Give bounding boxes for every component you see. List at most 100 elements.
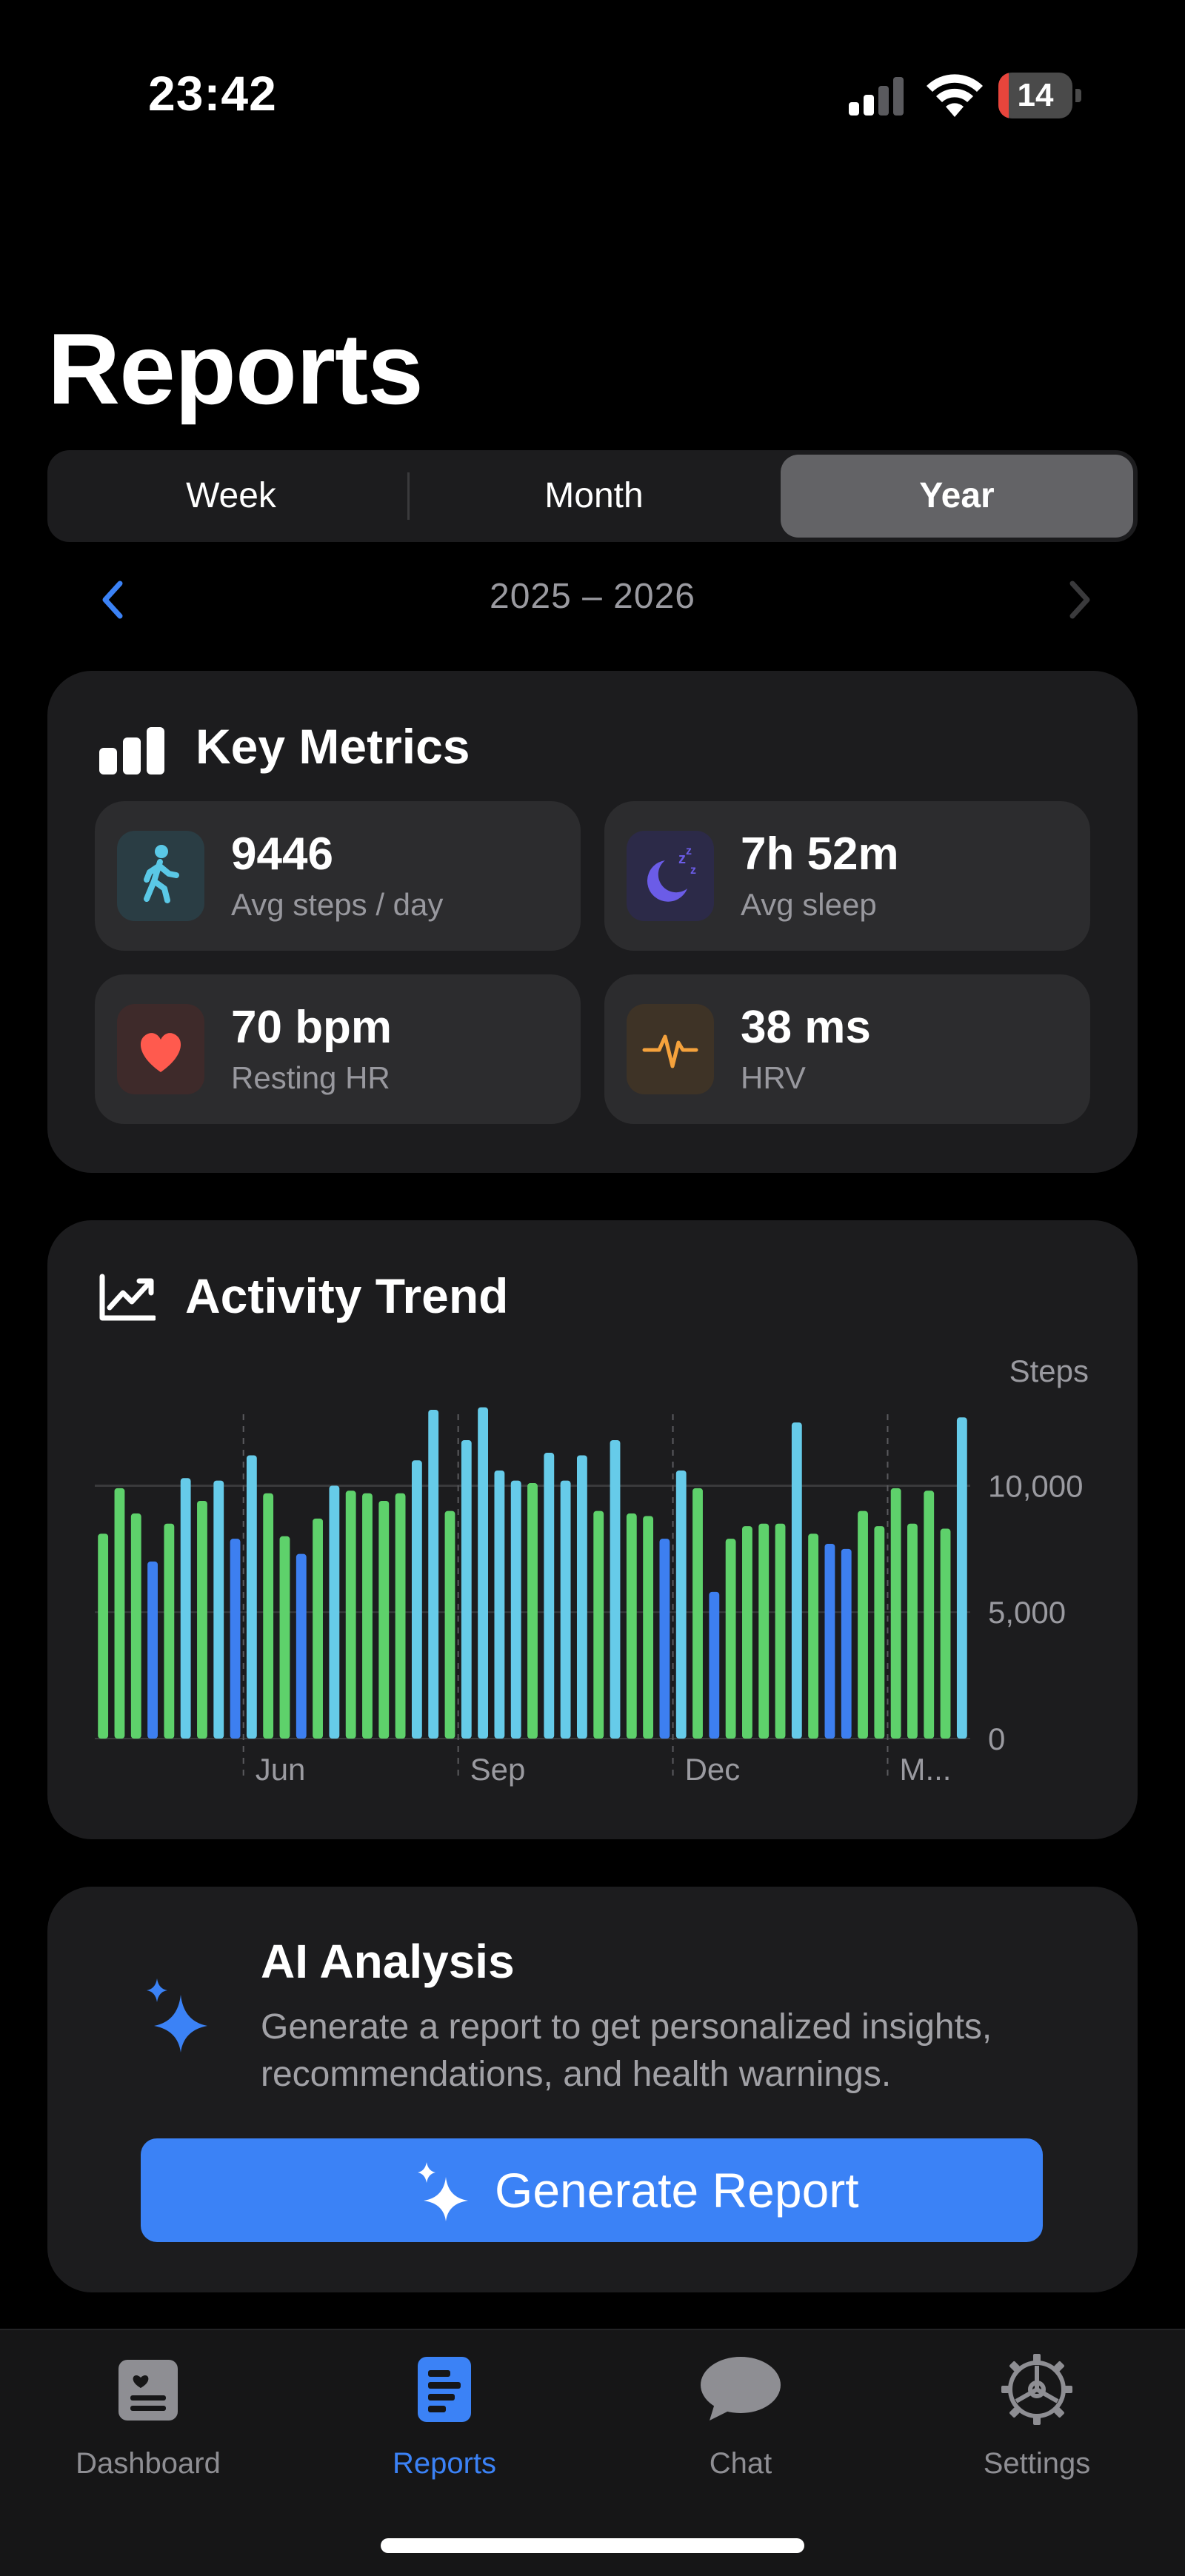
status-time: 23:42 — [148, 66, 277, 121]
ai-analysis-card: AI Analysis Generate a report to get per… — [47, 1887, 1138, 2292]
segment-month[interactable]: Month — [544, 476, 644, 515]
segment-year[interactable]: Year — [781, 455, 1133, 538]
segment-divider — [407, 472, 410, 520]
chat-bubble-icon — [701, 2357, 781, 2421]
key-metrics-title: Key Metrics — [196, 719, 470, 774]
chart-bar — [610, 1439, 621, 1739]
chart-bar — [742, 1526, 752, 1739]
chart-bar — [313, 1518, 323, 1739]
period-segmented-control: Week Month Year — [47, 450, 1138, 542]
ai-analysis-title: AI Analysis — [261, 1935, 515, 1988]
chart-bar — [626, 1513, 637, 1739]
chart-bar — [907, 1523, 918, 1739]
metric-label: Avg steps / day — [231, 887, 444, 922]
metric-label: HRV — [741, 1060, 806, 1095]
chart-bar — [395, 1493, 406, 1739]
chart-bar — [230, 1539, 241, 1739]
chart-bar — [329, 1485, 340, 1739]
generate-report-label: Generate Report — [495, 2163, 859, 2218]
chart-bar — [560, 1480, 571, 1739]
metric-hrv[interactable]: 38 ms HRV — [604, 974, 1090, 1124]
x-tick-label: Jun — [256, 1752, 306, 1787]
chart-bar — [130, 1513, 141, 1739]
metric-value: 7h 52m — [741, 829, 899, 880]
battery-level-fill — [998, 73, 1009, 118]
y-tick-label: 0 — [988, 1722, 1005, 1756]
settings-gear-icon — [1001, 2354, 1072, 2425]
chart-bar — [593, 1511, 604, 1739]
metric-label: Avg sleep — [741, 887, 877, 922]
wifi-icon — [927, 74, 983, 117]
chart-bar — [808, 1533, 819, 1739]
previous-period-chevron-icon[interactable] — [84, 570, 144, 629]
x-tick-label: Dec — [685, 1752, 741, 1787]
metric-label: Resting HR — [231, 1060, 390, 1095]
tab-label: Reports — [392, 2447, 497, 2480]
chart-bar — [940, 1528, 951, 1739]
status-bar: 23:42 14 — [0, 0, 1185, 193]
chart-bar — [345, 1491, 356, 1739]
generate-report-button[interactable]: Generate Report — [141, 2138, 1043, 2242]
chart-bar — [709, 1591, 720, 1739]
chart-bar — [675, 1470, 687, 1739]
sparkles-icon — [418, 2162, 468, 2221]
x-tick-label: M... — [899, 1752, 951, 1787]
period-label: 2025 – 2026 — [490, 577, 695, 616]
sleep-moon-icon: z z z — [627, 831, 714, 921]
metric-avg-steps[interactable]: 9446 Avg steps / day — [95, 801, 581, 951]
activity-trend-card: Activity Trend 10,000 5,000 0 Steps Jun Sep De… — [47, 1220, 1138, 1839]
trend-chart-icon — [99, 1274, 156, 1321]
chart-bar — [725, 1539, 736, 1739]
metric-resting-hr[interactable]: 70 bpm Resting HR — [95, 974, 581, 1124]
reports-icon — [418, 2357, 471, 2422]
tab-dashboard[interactable]: Dashboard — [37, 2352, 259, 2500]
chart-bar — [461, 1439, 472, 1739]
heart-icon — [117, 1004, 204, 1094]
chart-bar — [478, 1407, 489, 1739]
chart-bar — [428, 1410, 439, 1739]
metric-value: 9446 — [231, 829, 333, 880]
activity-trend-title: Activity Trend — [185, 1268, 509, 1323]
period-navigator: 2025 – 2026 — [47, 570, 1138, 629]
y-tick-label: 10,000 — [988, 1468, 1083, 1503]
battery-percentage: 14 — [1017, 77, 1054, 113]
dashboard-icon — [118, 2360, 178, 2421]
battery-icon: 14 — [998, 73, 1081, 118]
chart-bar — [147, 1561, 158, 1739]
chart-bar — [544, 1453, 555, 1739]
tab-label: Chat — [709, 2447, 772, 2480]
y-tick-label: 5,000 — [988, 1595, 1066, 1630]
tab-reports[interactable]: Reports — [333, 2352, 555, 2500]
chart-bar — [213, 1480, 224, 1739]
chart-bar — [411, 1460, 422, 1739]
walking-icon — [117, 831, 204, 921]
page-title: Reports — [47, 312, 424, 425]
chart-bar — [841, 1548, 852, 1739]
tab-settings[interactable]: Settings — [926, 2352, 1148, 2500]
chart-bar — [246, 1455, 257, 1739]
key-metrics-card: Key Metrics 9446 Avg steps / day z z z 7… — [47, 671, 1138, 1173]
x-tick-label: Sep — [470, 1752, 526, 1787]
chart-bar — [114, 1488, 125, 1739]
chart-bar — [858, 1511, 868, 1739]
chart-bar — [890, 1488, 901, 1739]
chart-bar — [956, 1417, 967, 1739]
chart-bar — [494, 1470, 505, 1739]
chart-bar — [263, 1493, 274, 1739]
y-axis-label: Steps — [1009, 1354, 1089, 1388]
metric-avg-sleep[interactable]: z z z 7h 52m Avg sleep — [604, 801, 1090, 951]
next-period-chevron-icon[interactable] — [1049, 570, 1108, 629]
sparkles-icon — [147, 1978, 207, 2053]
chart-bar — [527, 1483, 538, 1739]
chart-bar — [98, 1533, 109, 1739]
chart-bar — [775, 1523, 786, 1739]
tab-label: Dashboard — [76, 2447, 221, 2480]
tab-chat[interactable]: Chat — [630, 2352, 852, 2500]
chart-bar — [180, 1478, 191, 1739]
metric-value: 70 bpm — [231, 1002, 393, 1053]
home-indicator — [381, 2538, 804, 2553]
chart-bar — [164, 1523, 175, 1739]
activity-trend-chart: 10,000 5,000 0 Steps Jun Sep Dec M... — [95, 1354, 1089, 1787]
segment-week[interactable]: Week — [186, 476, 276, 515]
metric-value: 38 ms — [741, 1002, 871, 1053]
